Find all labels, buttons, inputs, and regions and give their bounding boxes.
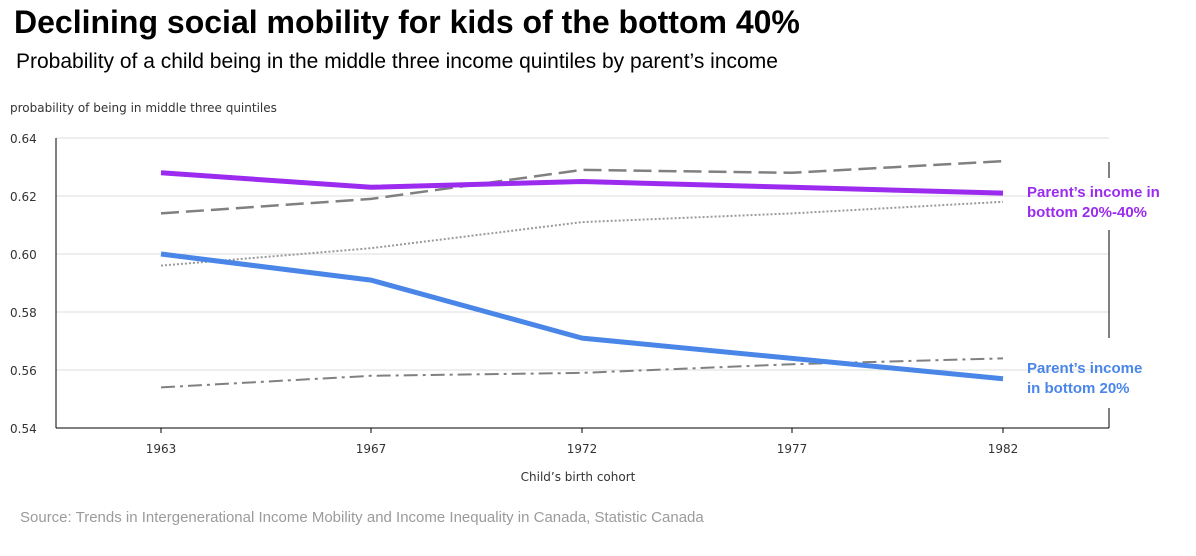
series-lines <box>160 159 1004 389</box>
y-tick-label: 0.58 <box>10 306 37 320</box>
chart-subtitle: Probability of a child being in the midd… <box>16 50 778 73</box>
chart-title: Declining social mobility for kids of th… <box>14 4 800 40</box>
x-axis-label: Child’s birth cohort <box>521 470 636 484</box>
series-labels: Parent’s income in bottom 20%-40% Parent’s… <box>1027 184 1160 397</box>
series-label: bottom 20%-40% <box>1027 204 1147 221</box>
y-tick-label: 0.56 <box>10 364 37 378</box>
series-line-dotted <box>160 200 1004 267</box>
series-label: in bottom 20% <box>1027 380 1130 397</box>
x-tick-label: 1972 <box>567 442 598 456</box>
x-tick-label: 1967 <box>356 442 387 456</box>
x-ticks: 1963 1967 1972 1977 1982 <box>146 428 1019 456</box>
series-line-parent-s-income-in-bottom-20 <box>160 251 1004 382</box>
y-ticks: 0.54 0.56 0.58 0.60 0.62 0.64 <box>10 132 37 436</box>
source-note: Source: Trends in Intergenerational Inco… <box>20 509 704 526</box>
series-line-dash-dot <box>160 357 1004 389</box>
y-tick-label: 0.62 <box>10 190 37 204</box>
series-label: Parent’s income <box>1027 360 1142 377</box>
y-tick-label: 0.54 <box>10 422 37 436</box>
y-tick-label: 0.64 <box>10 132 37 146</box>
series-line-parent-s-income-in-bottom-20-40 <box>160 170 1004 196</box>
x-tick-label: 1977 <box>777 442 808 456</box>
y-tick-label: 0.60 <box>10 248 37 262</box>
series-label: Parent’s income in <box>1027 184 1160 201</box>
grid <box>56 137 1109 371</box>
series-line-dashed <box>160 159 1004 215</box>
x-tick-label: 1982 <box>988 442 1019 456</box>
y-axis-label: probability of being in middle three qui… <box>10 101 277 115</box>
x-tick-label: 1963 <box>146 442 177 456</box>
